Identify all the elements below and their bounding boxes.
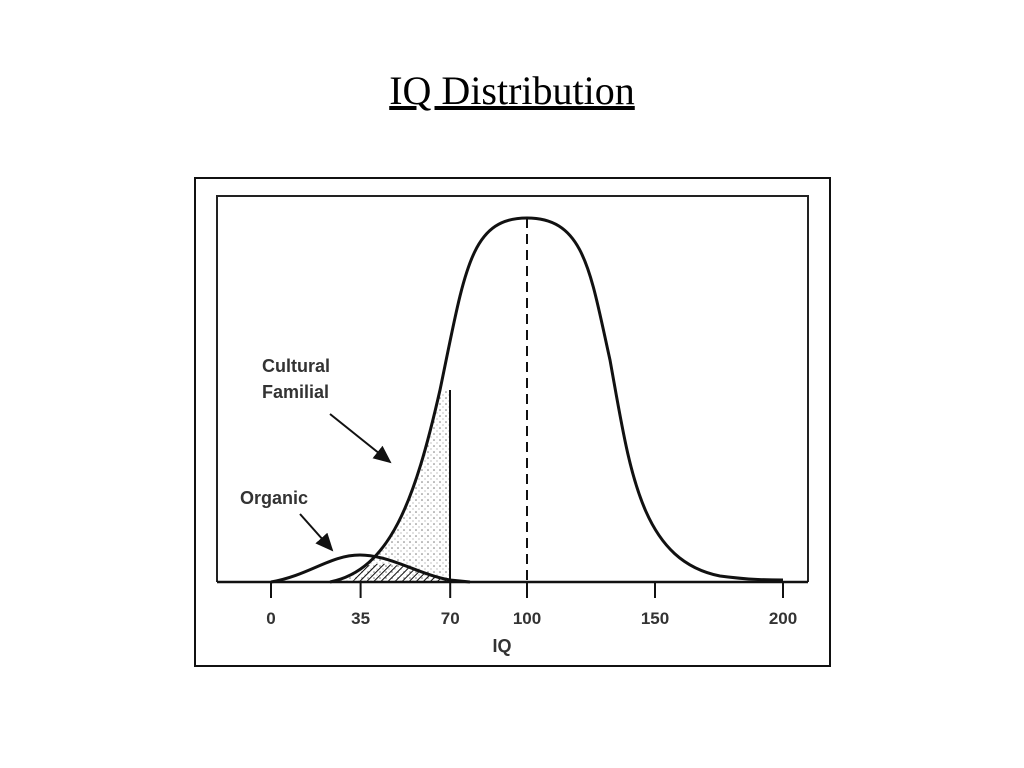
arrow (329, 413, 392, 464)
figure-frame (194, 177, 831, 667)
x-tick-label: 200 (769, 609, 797, 628)
x-tick-label: 150 (641, 609, 669, 628)
main-curve (329, 216, 784, 584)
plot-border (216, 195, 809, 582)
x-tick-label: 70 (441, 609, 460, 628)
cultural-familial-region (330, 390, 450, 582)
annotation: Organic (240, 488, 308, 508)
organic-curve (270, 553, 471, 584)
annotation: Cultural Familial (262, 356, 335, 402)
arrow (299, 513, 334, 552)
annotation-line: Familial (262, 382, 329, 402)
x-axis-label: IQ (492, 636, 511, 656)
x-tick-label: 100 (513, 609, 541, 628)
overlap-region (352, 563, 450, 582)
annotation-line: Cultural (262, 356, 330, 376)
annotation-line: Organic (240, 488, 308, 508)
x-tick-label: 35 (351, 609, 370, 628)
x-tick-label: 0 (266, 609, 275, 628)
chart-title: IQ Distribution (389, 68, 635, 113)
